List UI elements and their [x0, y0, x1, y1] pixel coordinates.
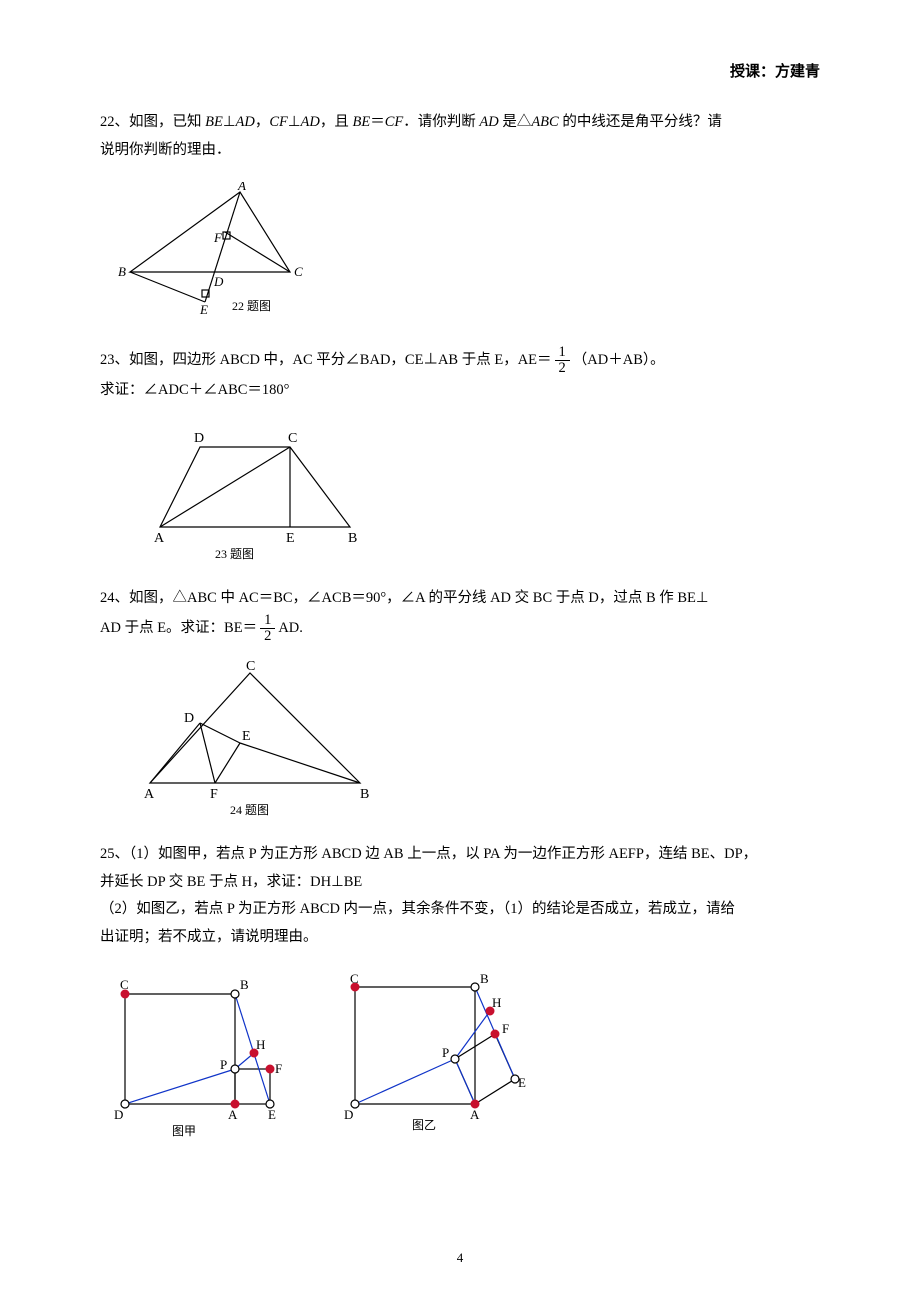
figure-25-2: C B D A E F P H 图乙 — [330, 969, 540, 1144]
p24-l2a: AD 于点 E。求证：BE＝ — [100, 620, 257, 636]
p23-ta: 如图，四边形 ABCD 中，AC 平分∠BAD，CE⊥AB 于点 E，AE＝ — [129, 352, 552, 368]
f25a-E: E — [268, 1107, 276, 1122]
fig22-caption: 22 题图 — [232, 299, 271, 313]
p23-frac: 12 — [555, 345, 570, 376]
p22-line2: 说明你判断的理由． — [100, 142, 231, 158]
header-teacher: 授课：方建青 — [100, 60, 820, 81]
p22-tc: 的中线还是角平分线？请 — [559, 114, 722, 130]
fig22-E: E — [199, 302, 208, 317]
f25b-B: B — [480, 971, 489, 986]
figure-22-svg: A B C D E F 22 题图 — [110, 182, 310, 322]
p25-l4: 出证明；若不成立，请说明理由。 — [100, 929, 318, 945]
p22-eq: ＝ — [370, 114, 385, 130]
p24-number: 24、 — [100, 590, 129, 606]
p25-number: 25、 — [100, 846, 129, 862]
figure-25-1: C B D A E F P H 图甲 — [100, 969, 290, 1144]
fig23-C: C — [288, 431, 297, 446]
f25b-P: P — [442, 1045, 449, 1060]
figure-24-svg: A B C D E F 24 题图 — [130, 658, 380, 818]
p22-ta: 如图，已知 — [129, 114, 205, 130]
p23-tb: （AD＋AB）。 — [573, 352, 665, 368]
f25b-A: A — [470, 1107, 480, 1122]
p22-number: 22、 — [100, 114, 129, 130]
p24-frac: 12 — [260, 613, 275, 644]
fig24-B: B — [360, 787, 369, 802]
f25b-D: D — [344, 1107, 353, 1122]
f25a-F: F — [275, 1061, 282, 1076]
fig24-F: F — [210, 787, 218, 802]
f25a-P: P — [220, 1057, 227, 1072]
problem-25: 25、（1）如图甲，若点 P 为正方形 ABCD 边 AB 上一点，以 PA 为… — [100, 841, 820, 951]
fig23-A: A — [154, 531, 165, 546]
fig22-A: A — [237, 182, 246, 193]
problem-23: 23、如图，四边形 ABCD 中，AC 平分∠BAD，CE⊥AB 于点 E，AE… — [100, 345, 820, 404]
p22-ad3: AD — [479, 114, 498, 130]
f25a-H: H — [256, 1037, 265, 1052]
fig23-E: E — [286, 531, 295, 546]
figure-25-1-svg: C B D A E F P H 图甲 — [100, 969, 290, 1139]
f25b-F: F — [502, 1021, 509, 1036]
p25-l2: 并延长 DP 交 BE 于点 H，求证：DH⊥BE — [100, 874, 362, 890]
fig22-B: B — [118, 264, 126, 279]
p22-perp2: ⊥ — [288, 114, 301, 130]
fig23-B: B — [348, 531, 357, 546]
problem-22: 22、如图，已知 BE⊥AD，CF⊥AD，且 BE＝CF．请你判断 AD 是△A… — [100, 109, 820, 164]
p23-fnum: 1 — [555, 345, 570, 361]
figure-23: A B C D E 23 题图 — [140, 422, 820, 567]
f25a-caption: 图甲 — [172, 1124, 196, 1138]
p22-ad1: AD — [235, 114, 254, 130]
f25a-D: D — [114, 1107, 123, 1122]
fig24-caption: 24 题图 — [230, 803, 269, 817]
fig24-E: E — [242, 729, 251, 744]
p22-ad2: AD — [301, 114, 320, 130]
p22-c1: ， — [255, 114, 270, 130]
page-number: 4 — [0, 1250, 920, 1266]
fig22-F: F — [213, 230, 223, 245]
f25a-A: A — [228, 1107, 238, 1122]
p23-fden: 2 — [555, 361, 570, 376]
figure-25-2-svg: C B D A E F P H 图乙 — [330, 969, 540, 1139]
fig23-caption: 23 题图 — [215, 547, 254, 561]
fig23-D: D — [194, 431, 204, 446]
figure-23-svg: A B C D E 23 题图 — [140, 422, 370, 562]
f25a-C: C — [120, 977, 129, 992]
p22-be: BE — [205, 114, 223, 130]
p24-l2b: AD. — [278, 620, 303, 636]
fig22-C: C — [294, 264, 303, 279]
p22-c2: ，且 — [320, 114, 353, 130]
figure-22: A B C D E F 22 题图 — [110, 182, 820, 327]
p25-l3: （2）如图乙，若点 P 为正方形 ABCD 内一点，其余条件不变，（1）的结论是… — [100, 901, 735, 917]
f25b-E: E — [518, 1075, 526, 1090]
p22-be2: BE — [352, 114, 370, 130]
fig22-D: D — [213, 274, 224, 289]
p23-number: 23、 — [100, 352, 129, 368]
fig24-A: A — [144, 787, 155, 802]
figure-24: A B C D E F 24 题图 — [130, 658, 820, 823]
p25-l1: （1）如图甲，若点 P 为正方形 ABCD 边 AB 上一点，以 PA 为一边作… — [129, 846, 757, 862]
p22-cf2: CF — [385, 114, 404, 130]
fig24-D: D — [184, 711, 194, 726]
page: 授课：方建青 22、如图，已知 BE⊥AD，CF⊥AD，且 BE＝CF．请你判断… — [0, 0, 920, 1302]
p22-abc: ABC — [531, 114, 558, 130]
p24-ta: 如图，△ABC 中 AC＝BC，∠ACB＝90°，∠A 的平分线 AD 交 BC… — [129, 590, 709, 606]
p22-perp1: ⊥ — [223, 114, 236, 130]
f25b-H: H — [492, 995, 501, 1010]
fig24-C: C — [246, 659, 255, 674]
p22-dot: ．请你判断 — [403, 114, 479, 130]
f25b-caption: 图乙 — [412, 1118, 436, 1132]
f25a-B: B — [240, 977, 249, 992]
f25b-C: C — [350, 971, 359, 986]
p23-line2: 求证：∠ADC＋∠ABC＝180° — [100, 382, 289, 398]
p24-fnum: 1 — [260, 613, 275, 629]
p22-tb: 是△ — [499, 114, 532, 130]
figure-25-row: C B D A E F P H 图甲 — [100, 969, 820, 1144]
p22-cf: CF — [269, 114, 288, 130]
p24-fden: 2 — [260, 629, 275, 644]
problem-24: 24、如图，△ABC 中 AC＝BC，∠ACB＝90°，∠A 的平分线 AD 交… — [100, 585, 820, 644]
